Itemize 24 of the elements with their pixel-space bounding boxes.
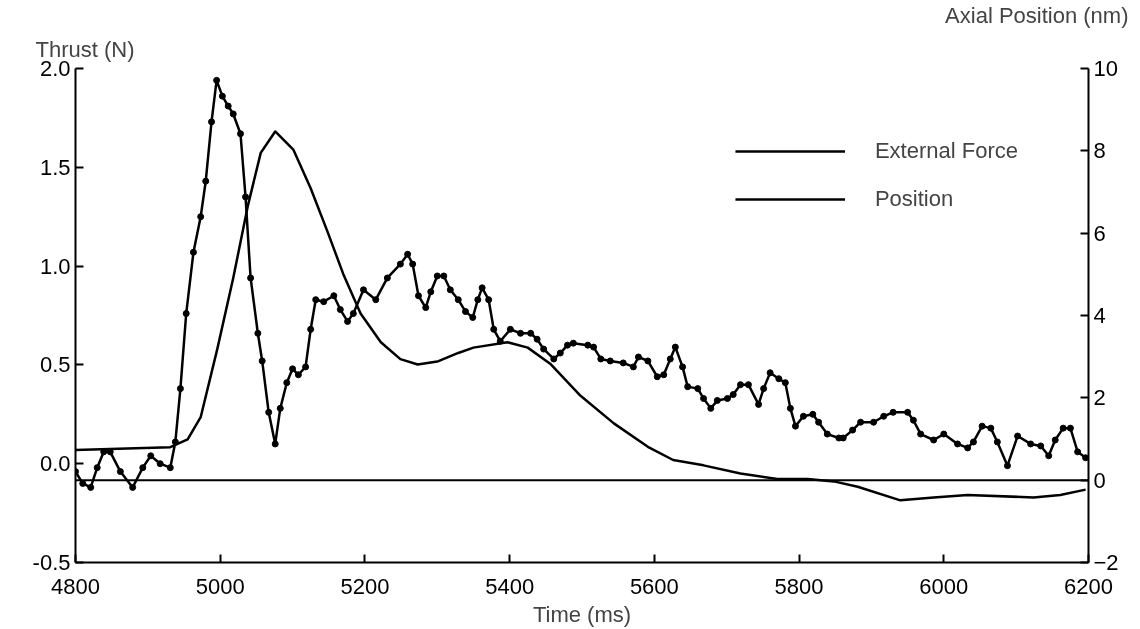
legend-label: External Force [874, 138, 1018, 164]
x-tick-label: 5600 [629, 573, 679, 599]
x-tick-label: 5200 [340, 573, 390, 599]
y-tick-label: 0.5 [39, 352, 71, 378]
y2-tick-label: 0 [1093, 467, 1106, 493]
x-tick-label: 5000 [195, 573, 245, 599]
x-tick-label: 5800 [774, 573, 824, 599]
x-tick-label: 6200 [1064, 573, 1113, 599]
y2-tick-label: 2 [1093, 385, 1106, 411]
x-tick-label: 5400 [485, 573, 535, 599]
y2-tick-label: 6 [1093, 220, 1106, 246]
y-tick-label: 1.0 [39, 253, 71, 279]
y-tick-label: -0.5 [32, 550, 71, 575]
y2-tick-label: −2 [1093, 550, 1119, 575]
x-tick-label: 4800 [51, 573, 100, 599]
x-tick-label: 6000 [919, 573, 969, 599]
x-axis-title: Time (ms) [532, 601, 632, 627]
y2-tick-label: 4 [1093, 303, 1106, 328]
y2-axis-title: Axial Position (nm) [945, 2, 1129, 28]
y-tick-label: 1.5 [39, 154, 71, 180]
legend-label: Position [874, 186, 954, 212]
y2-tick-label: 10 [1093, 56, 1118, 81]
y-tick-label: 0.0 [39, 451, 71, 477]
y2-tick-label: 8 [1093, 138, 1106, 164]
